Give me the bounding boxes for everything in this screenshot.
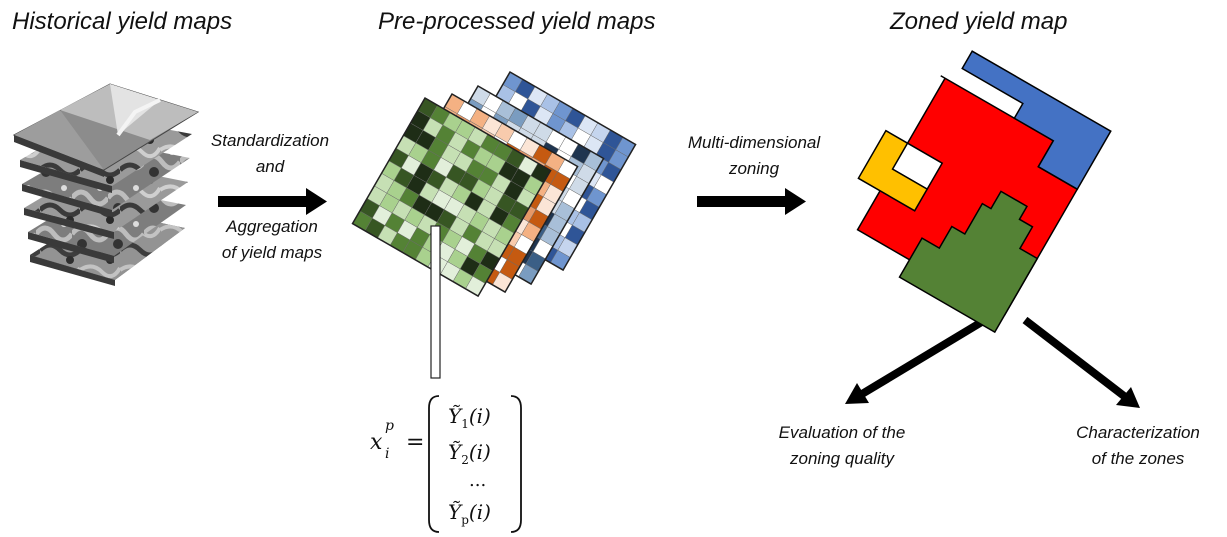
formula-matrix-brackets — [428, 395, 522, 533]
title-historical: Historical yield maps — [12, 8, 233, 35]
standardization-label: Standardization and — [190, 128, 350, 180]
zone-blue — [961, 50, 1112, 191]
formula-lhs: x — [370, 430, 383, 455]
evaluation-arrow — [845, 316, 988, 404]
zone-yellow — [857, 129, 929, 212]
title-zoned: Zoned yield map — [890, 8, 1068, 35]
formula-lhs-sup: p — [385, 418, 394, 434]
aggregation-label: Aggregation of yield maps — [198, 214, 346, 266]
standardization-line2: and — [255, 157, 285, 176]
evaluation-label: Evaluation of the zoning quality — [752, 420, 932, 472]
formula-row-4: Ỹp(i) — [448, 500, 491, 527]
formula-connector — [430, 225, 441, 379]
standardization-line1: Standardization — [210, 131, 330, 150]
yield-layer-1 — [12, 83, 200, 177]
title-preprocessed: Pre-processed yield maps — [378, 8, 656, 35]
standardization-arrow — [218, 188, 327, 215]
characterization-line2: of the zones — [1091, 449, 1185, 468]
zone-green — [898, 190, 1039, 334]
zoned-yield-map — [856, 50, 1112, 334]
aggregation-line1: Aggregation — [226, 217, 318, 236]
green-grid-map — [351, 96, 552, 298]
zoning-label: Multi-dimensional zoning — [664, 130, 844, 182]
characterization-arrow — [1022, 316, 1140, 408]
aggregation-line2: of yield maps — [221, 243, 323, 262]
evaluation-line1: Evaluation of the — [778, 423, 906, 442]
formula-row-1: Ỹ1(i) — [448, 404, 491, 431]
zoning-line2: zoning — [728, 159, 780, 178]
grid-outline — [351, 96, 552, 298]
formula-lhs-sub: i — [385, 446, 390, 462]
preprocessed-maps-stack — [351, 70, 637, 298]
zoning-line1: Multi-dimensional — [687, 133, 821, 152]
formula-row-3: ... — [469, 470, 487, 491]
characterization-line1: Characterization — [1076, 423, 1200, 442]
formula-row-2: Ỹ2(i) — [448, 440, 491, 467]
zoning-arrow — [697, 188, 806, 215]
formula-equals: = — [406, 430, 425, 455]
characterization-label: Characterization of the zones — [1050, 420, 1226, 472]
evaluation-line2: zoning quality — [790, 449, 894, 468]
historical-maps-stack — [12, 83, 200, 286]
